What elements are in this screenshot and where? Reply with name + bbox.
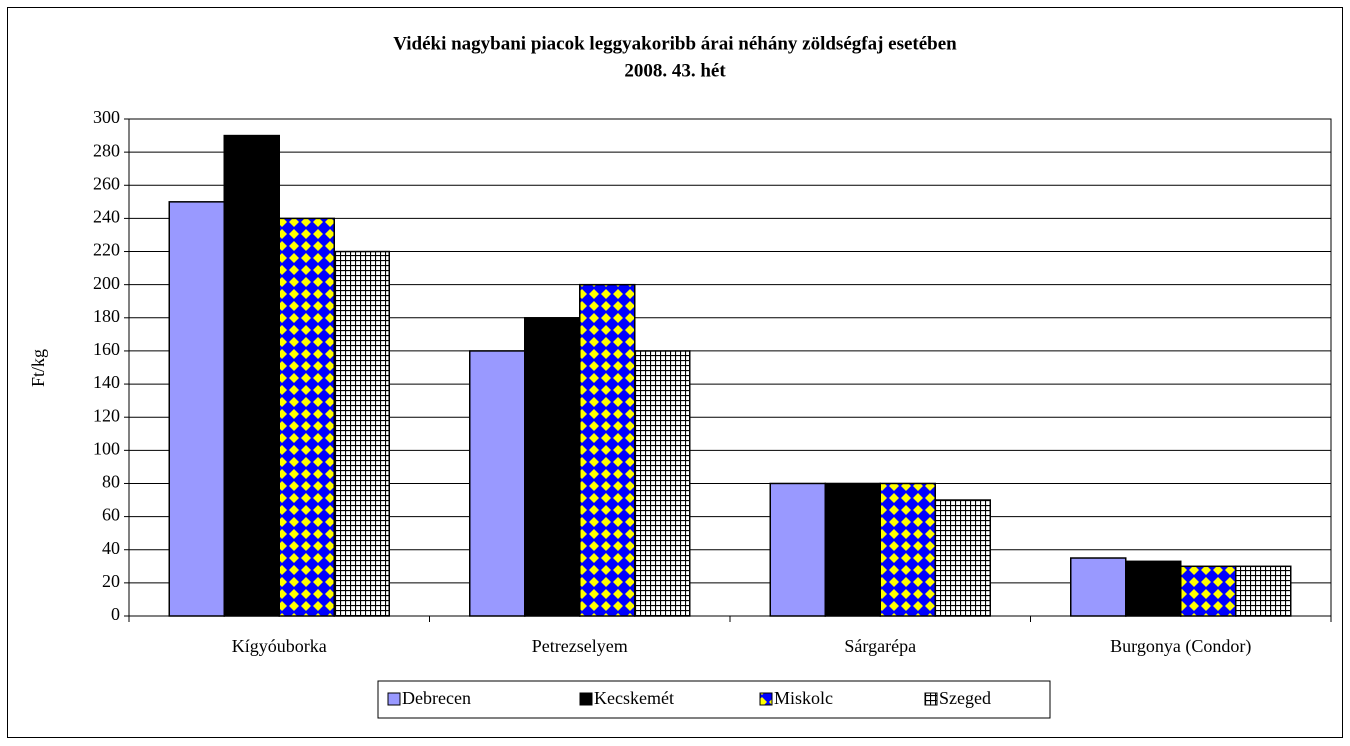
y-tick-label: 20 <box>102 571 120 591</box>
y-tick-label: 260 <box>93 173 120 193</box>
y-tick-label: 180 <box>93 306 120 326</box>
bar <box>769 482 826 617</box>
x-tick-label: Burgonya (Condor) <box>1110 636 1251 657</box>
legend-swatch <box>759 692 773 706</box>
bar <box>1070 557 1127 617</box>
bar <box>524 317 581 617</box>
bar <box>333 250 390 617</box>
y-tick-label: 60 <box>102 505 120 525</box>
bar <box>278 217 335 617</box>
bar <box>879 482 936 617</box>
y-tick-label: 160 <box>93 339 120 359</box>
bar <box>634 350 691 617</box>
chart-title: Vidéki nagybani piacok leggyakoribb árai… <box>393 33 957 54</box>
bar <box>824 482 881 617</box>
bar <box>469 350 526 617</box>
y-tick-label: 0 <box>111 604 120 624</box>
y-tick-label: 220 <box>93 240 120 260</box>
y-tick-label: 300 <box>93 107 120 127</box>
bar <box>168 201 225 617</box>
bar <box>1180 565 1237 617</box>
chart-subtitle: 2008. 43. hét <box>624 60 726 81</box>
bar <box>223 134 280 617</box>
legend-box <box>377 680 1051 719</box>
y-tick-label: 140 <box>93 372 120 392</box>
y-axis-label: Ft/kg <box>28 349 48 387</box>
legend-label: Miskolc <box>774 688 833 708</box>
legend-label: Szeged <box>939 688 991 708</box>
y-tick-label: 200 <box>93 273 120 293</box>
bar <box>934 499 991 617</box>
y-tick-label: 280 <box>93 140 120 160</box>
legend-label: Kecskemét <box>594 688 674 708</box>
legend-label: Debrecen <box>402 688 471 708</box>
y-tick-label: 120 <box>93 405 120 425</box>
legend-swatch <box>579 692 593 706</box>
x-tick-label: Petrezselyem <box>532 636 628 656</box>
bar <box>1235 565 1292 617</box>
bar <box>1125 560 1182 617</box>
x-tick-label: Kígyóuborka <box>232 636 327 656</box>
y-tick-label: 80 <box>102 472 120 492</box>
y-tick-label: 40 <box>102 538 120 558</box>
x-tick-label: Sárgarépa <box>844 636 916 656</box>
legend-swatch <box>387 692 401 706</box>
y-tick-label: 100 <box>93 438 120 458</box>
legend-swatch <box>924 692 938 706</box>
y-tick-label: 240 <box>93 207 120 227</box>
bar <box>579 283 636 617</box>
